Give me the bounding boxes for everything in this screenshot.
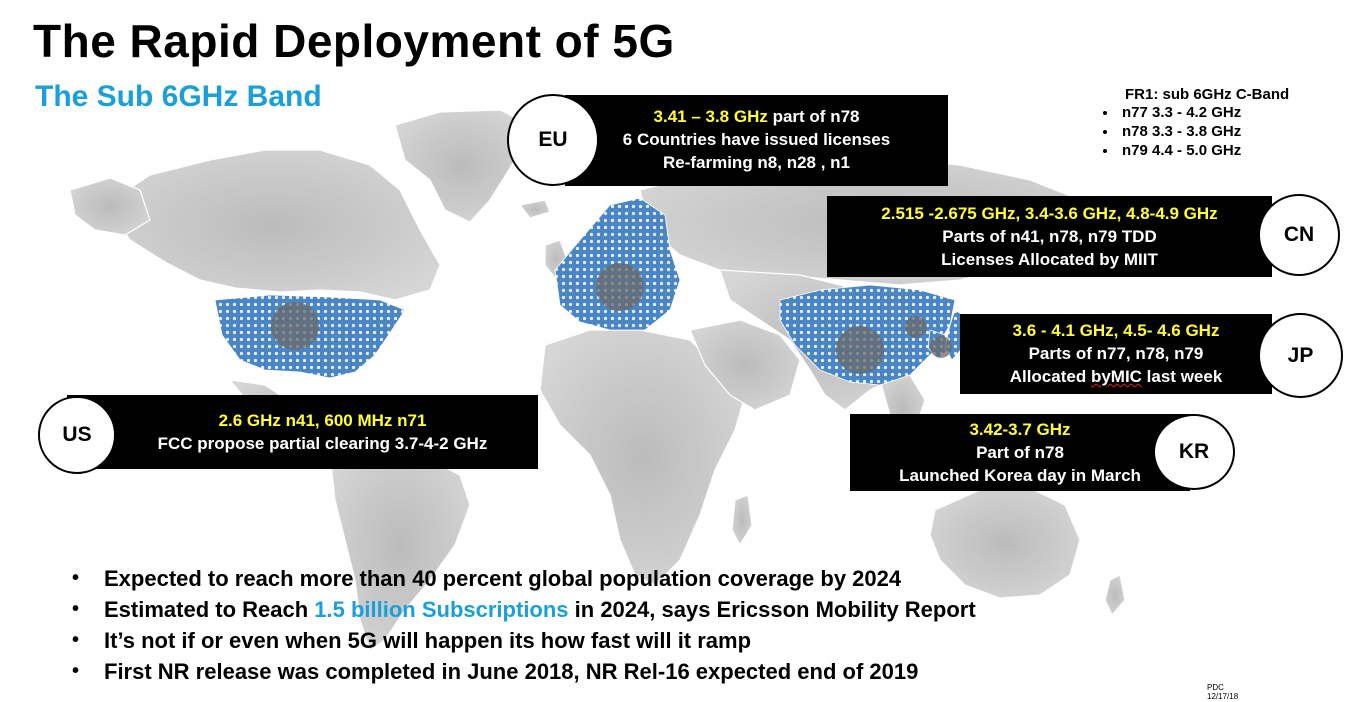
- bullet-list: Expected to reach more than 40 percent g…: [70, 563, 976, 687]
- kr-freq: 3.42-3.7 GHz: [969, 420, 1071, 439]
- fr1-heading: FR1: sub 6GHz C-Band: [1125, 86, 1290, 103]
- greenland-shape: [394, 109, 531, 223]
- alaska-shape: [69, 177, 151, 236]
- footer-author: PDC: [1207, 683, 1224, 692]
- jp-line3-b: byMIC: [1090, 367, 1142, 386]
- kr-line2: Part of n78: [976, 443, 1064, 462]
- bullet-item: First NR release was completed in June 2…: [70, 656, 976, 687]
- us-line2: FCC propose partial clearing 3.7-4-2 GHz: [157, 434, 488, 453]
- us-info-box: 2.6 GHz n41, 600 MHz n71 FCC propose par…: [67, 395, 538, 469]
- bullet-text: in 2024, says Ericsson Mobility Report: [568, 597, 976, 622]
- cn-badge: CN: [1258, 194, 1340, 276]
- us-freq: 2.6 GHz n41, 600 MHz n71: [218, 411, 427, 430]
- iceland-shape: [518, 199, 551, 219]
- us-badge: US: [38, 396, 116, 474]
- jp-freq: 3.6 - 4.1 GHz, 4.5- 4.6 GHz: [1012, 321, 1220, 340]
- eu-line2: 6 Countries have issued licenses: [622, 130, 891, 149]
- cn-info-box: 2.515 -2.675 GHz, 3.4-3.6 GHz, 4.8-4.9 G…: [827, 196, 1272, 277]
- cn-freq: 2.515 -2.675 GHz, 3.4-3.6 GHz, 4.8-4.9 G…: [881, 204, 1218, 223]
- jp-line3-a: Allocated: [1009, 367, 1091, 386]
- page-subtitle: The Sub 6GHz Band: [35, 80, 322, 113]
- bullet-item: It’s not if or even when 5G will happen …: [70, 625, 976, 656]
- eu-line3: Re-farming n8, n28 , n1: [662, 153, 851, 172]
- eu-info-box: 3.41 – 3.8 GHz part of n78 6 Countries h…: [565, 95, 948, 186]
- fr1-item: n79 4.4 - 5.0 GHz: [1118, 142, 1289, 159]
- us-marker: [271, 302, 319, 350]
- bullet-item: Expected to reach more than 40 percent g…: [70, 563, 976, 594]
- madagascar-shape: [731, 494, 753, 547]
- eu-marker: [596, 263, 644, 311]
- jp-info-box: 3.6 - 4.1 GHz, 4.5- 4.6 GHz Parts of n77…: [960, 314, 1272, 394]
- jp-marker: [930, 336, 952, 358]
- bullet-text: Estimated to Reach: [104, 597, 315, 622]
- footer: PDC 12/17/18: [1207, 683, 1238, 701]
- eu-badge: EU: [507, 94, 599, 186]
- arabia-shape: [689, 319, 801, 411]
- cn-line2: Parts of n41, n78, n79 TDD: [942, 227, 1157, 246]
- jp-line3-c: last week: [1141, 367, 1223, 386]
- jp-badge: JP: [1258, 313, 1343, 398]
- bullet-item: Estimated to Reach 1.5 billion Subscript…: [70, 594, 976, 625]
- fr1-item: n77 3.3 - 4.2 GHz: [1118, 104, 1289, 121]
- canada-shape: [104, 149, 441, 301]
- new-zealand-shape: [1104, 574, 1126, 617]
- kr-line3: Launched Korea day in March: [899, 466, 1141, 485]
- kr-info-box: 3.42-3.7 GHz Part of n78 Launched Korea …: [850, 414, 1190, 491]
- eu-freq-suffix: part of n78: [767, 107, 860, 126]
- africa-shape: [539, 329, 746, 586]
- bullet-highlight: 1.5 billion Subscriptions: [314, 597, 569, 622]
- cn-marker: [836, 326, 884, 374]
- fr1-item: n78 3.3 - 3.8 GHz: [1118, 123, 1289, 140]
- eu-freq: 3.41 – 3.8 GHz: [653, 107, 768, 126]
- fr1-legend: FR1: sub 6GHz C-Band n77 3.3 - 4.2 GHz n…: [1090, 86, 1289, 161]
- jp-line3: Allocated byMIC last week: [960, 365, 1272, 388]
- page-title: The Rapid Deployment of 5G: [33, 15, 675, 67]
- jp-line2: Parts of n77, n78, n79: [1028, 344, 1204, 363]
- eu-freq-line: 3.41 – 3.8 GHz part of n78: [565, 105, 948, 128]
- kr-marker: [905, 316, 927, 338]
- kr-badge: KR: [1153, 414, 1235, 490]
- footer-date: 12/17/18: [1207, 692, 1239, 701]
- cn-line3: Licenses Allocated by MIIT: [941, 250, 1158, 269]
- fr1-list: n77 3.3 - 4.2 GHz n78 3.3 - 3.8 GHz n79 …: [1090, 104, 1289, 159]
